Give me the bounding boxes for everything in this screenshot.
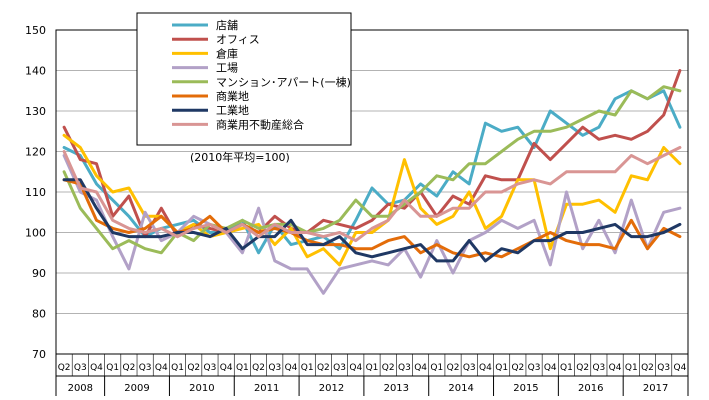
x-tick-label: Q3	[268, 363, 281, 373]
series-line	[62, 178, 682, 263]
x-tick-label: Q2	[123, 363, 136, 373]
x-tick-label: Q4	[414, 363, 427, 373]
x-tick-label: Q4	[609, 363, 622, 373]
y-tick-label: 90	[32, 267, 46, 280]
x-tick-label: Q3	[657, 363, 670, 373]
legend-label: 商業地	[216, 89, 249, 103]
x-tick-label: Q4	[479, 363, 492, 373]
y-tick-label: 150	[25, 24, 46, 37]
x-tick-label: Q3	[139, 363, 152, 373]
x-tick-label: Q4	[673, 363, 686, 373]
x-tick-label: Q1	[106, 363, 119, 373]
x-tick-label: Q1	[560, 363, 573, 373]
series-line	[62, 85, 682, 255]
x-tick-label: Q3	[74, 363, 87, 373]
legend-label: 倉庫	[216, 46, 238, 60]
year-label: 2011	[254, 383, 279, 394]
x-tick-label: Q1	[495, 363, 508, 373]
year-label: 2013	[384, 383, 409, 394]
x-tick-label: Q1	[625, 363, 638, 373]
x-tick-label: Q4	[220, 363, 233, 373]
y-tick-label: 70	[32, 348, 46, 361]
x-tick-label: Q1	[430, 363, 443, 373]
legend-label: オフィス	[216, 33, 260, 46]
y-tick-label: 100	[25, 227, 46, 240]
x-tick-label: Q1	[236, 363, 249, 373]
legend-label: 商業用不動産総合	[216, 117, 304, 131]
legend-label: マンション･アパート(一棟)	[216, 75, 351, 89]
x-tick-label: Q4	[285, 363, 298, 373]
y-tick-label: 140	[25, 65, 46, 78]
x-tick-label: Q3	[204, 363, 217, 373]
year-label: 2012	[319, 383, 344, 394]
series-line	[62, 178, 682, 259]
year-label: 2015	[513, 383, 538, 394]
year-label: 2008	[68, 383, 93, 394]
year-label: 2017	[643, 383, 668, 394]
series-lines	[62, 69, 682, 295]
y-tick-label: 120	[25, 146, 46, 159]
x-tick-label: Q4	[349, 363, 362, 373]
x-tick-label: Q2	[641, 363, 654, 373]
y-tick-label: 130	[25, 105, 46, 118]
x-tick-label: Q1	[171, 363, 184, 373]
series-line	[62, 154, 682, 295]
series-line	[62, 69, 682, 239]
x-tick-label: Q3	[528, 363, 541, 373]
x-tick-label: Q2	[447, 363, 460, 373]
x-tick-label: Q3	[463, 363, 476, 373]
x-tick-label: Q3	[333, 363, 346, 373]
plot-frame	[55, 29, 689, 355]
x-tick-label: Q3	[592, 363, 605, 373]
x-tick-label: Q2	[576, 363, 589, 373]
legend-label: 工場	[216, 62, 238, 75]
year-label: 2014	[448, 383, 473, 394]
x-tick-label: Q2	[187, 363, 200, 373]
x-tick-label: Q2	[382, 363, 395, 373]
x-tick-label: Q1	[366, 363, 379, 373]
x-tick-label: Q4	[90, 363, 103, 373]
x-tick-label: Q4	[544, 363, 557, 373]
series-line	[62, 146, 682, 243]
chart-note: (2010年平均=100)	[190, 150, 290, 164]
x-tick-label: Q2	[58, 363, 71, 373]
x-tick-label: Q1	[301, 363, 314, 373]
y-tick-label: 110	[25, 186, 46, 199]
year-label: 2016	[578, 383, 603, 394]
year-label: 2009	[124, 383, 149, 394]
legend-label: 工業地	[216, 104, 249, 117]
x-tick-label: Q2	[252, 363, 265, 373]
x-tick-label: Q2	[317, 363, 330, 373]
x-tick-label: Q3	[398, 363, 411, 373]
x-tick-label: Q4	[155, 363, 168, 373]
x-tick-label: Q2	[511, 363, 524, 373]
y-tick-label: 80	[32, 308, 46, 321]
legend-label: 店舗	[216, 18, 238, 32]
year-label: 2010	[189, 383, 214, 394]
